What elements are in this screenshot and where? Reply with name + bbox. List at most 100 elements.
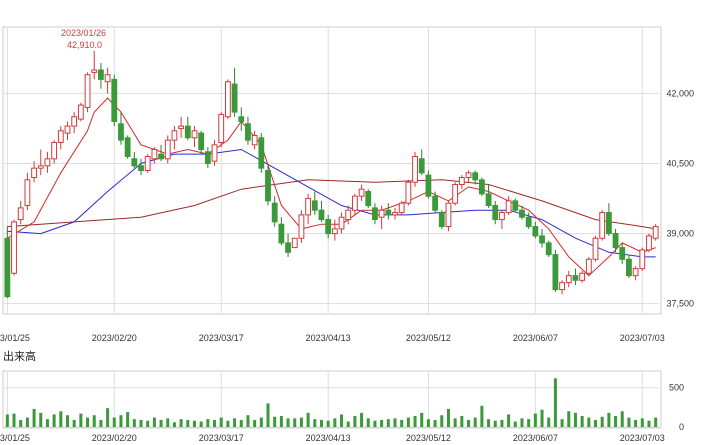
volume-bar xyxy=(152,417,156,427)
volume-date-tick-label: 2023/05/12 xyxy=(406,433,451,443)
ma-long-line xyxy=(7,179,656,230)
candle-body xyxy=(465,172,472,179)
volume-bar xyxy=(640,418,644,427)
price-tick-label: 42,000 xyxy=(666,88,694,98)
volume-bar xyxy=(79,413,83,427)
volume-bar xyxy=(226,420,230,427)
candle-body xyxy=(599,212,606,239)
volume-bar xyxy=(132,419,136,427)
candle-body xyxy=(218,113,225,143)
candle-body xyxy=(499,212,505,221)
candle-body xyxy=(305,198,312,216)
volume-bar xyxy=(380,419,384,427)
candle-body xyxy=(285,242,291,253)
candle-body xyxy=(298,214,305,239)
candle-body xyxy=(4,237,11,298)
volume-bar xyxy=(533,413,537,427)
candle-body xyxy=(652,226,659,239)
candle-body xyxy=(138,165,144,171)
volume-bar xyxy=(453,418,457,427)
volume-bar xyxy=(393,418,397,427)
volume-bar xyxy=(319,419,323,427)
volume-bar xyxy=(199,421,203,427)
candle-body xyxy=(51,141,58,160)
volume-bar xyxy=(192,420,196,427)
candle-body xyxy=(251,134,258,146)
candle-body xyxy=(425,174,432,197)
volume-bar xyxy=(406,417,410,427)
candle-body xyxy=(505,200,512,214)
volume-panel-frame xyxy=(2,370,662,429)
candle-body xyxy=(258,137,265,169)
volume-bar xyxy=(126,412,130,427)
volume-bar xyxy=(520,418,524,427)
volume-bar xyxy=(306,412,310,427)
volume-bar xyxy=(266,403,270,427)
candle-body xyxy=(271,202,278,223)
volume-bar xyxy=(273,416,277,427)
candle-body xyxy=(405,181,412,204)
candle-body xyxy=(104,74,111,83)
candle-body xyxy=(552,254,559,291)
volume-date-tick-label: 2023/01/25 xyxy=(0,433,30,443)
volume-bar xyxy=(179,419,183,427)
candle-body xyxy=(211,144,218,162)
candle-body xyxy=(418,158,425,174)
volume-bar xyxy=(12,413,16,427)
volume-bar xyxy=(72,419,76,427)
volume-bar xyxy=(39,412,43,427)
volume-bar xyxy=(600,416,604,427)
date-tick-label: 2023/01/25 xyxy=(0,333,30,343)
candle-body xyxy=(184,125,191,139)
candle-body xyxy=(378,209,385,218)
date-tick-label: 2023/07/03 xyxy=(620,333,665,343)
candle-body xyxy=(77,104,84,120)
volume-bar xyxy=(52,414,56,427)
candle-body xyxy=(204,151,211,164)
candle-body xyxy=(639,249,646,270)
candle-body xyxy=(151,148,158,160)
candle-body xyxy=(198,132,205,150)
candle-body xyxy=(398,202,405,214)
volume-bar xyxy=(553,378,557,427)
candle-body xyxy=(318,209,325,221)
candle-body xyxy=(278,223,285,244)
price-axis-labels: 42,000 40,500 39,000 37,500 xyxy=(666,88,694,308)
candle-body xyxy=(291,237,298,249)
candle-body xyxy=(178,125,185,129)
candle-body xyxy=(478,179,485,195)
volume-bar xyxy=(99,419,103,427)
volume-bar xyxy=(346,421,350,427)
candle-body xyxy=(71,116,78,127)
candle-body xyxy=(131,158,138,167)
volume-bar xyxy=(547,417,551,427)
volume-bar xyxy=(580,416,584,427)
volume-bar xyxy=(654,417,658,427)
candle-body xyxy=(519,209,525,218)
volume-bar xyxy=(340,414,344,427)
candle-body xyxy=(565,275,572,284)
volume-bar xyxy=(313,419,317,427)
volume-bar xyxy=(420,412,424,427)
candle-body xyxy=(37,165,44,169)
volume-bar xyxy=(473,417,477,427)
candle-body xyxy=(646,235,652,251)
candle-body xyxy=(17,207,24,221)
volume-bar xyxy=(92,415,96,427)
candle-body xyxy=(238,116,245,122)
volume-bar xyxy=(513,421,517,427)
volume-bar xyxy=(620,411,624,427)
volume-bar xyxy=(373,420,377,427)
candle-body xyxy=(84,74,91,108)
volume-bar xyxy=(587,417,591,427)
candle-body xyxy=(605,212,612,235)
volume-bar xyxy=(5,414,9,427)
candle-body xyxy=(31,167,37,179)
date-axis-labels: 2023/01/25 2023/02/20 2023/03/17 2023/04/13… xyxy=(0,333,665,343)
candle-body xyxy=(164,139,171,160)
candle-body xyxy=(64,125,71,134)
volume-bar xyxy=(32,408,36,427)
volume-bar xyxy=(433,419,437,427)
candle-body xyxy=(632,268,639,277)
